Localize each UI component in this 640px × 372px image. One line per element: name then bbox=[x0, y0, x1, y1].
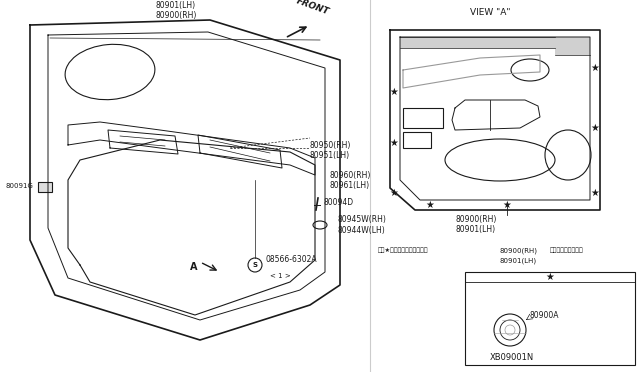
Text: ★: ★ bbox=[390, 188, 398, 198]
Text: ★: ★ bbox=[591, 123, 600, 133]
Text: FRONT: FRONT bbox=[295, 0, 330, 17]
Bar bbox=[38, 182, 52, 192]
Text: 80900(RH): 80900(RH) bbox=[500, 247, 538, 253]
Text: 08566-6302A: 08566-6302A bbox=[265, 255, 317, 264]
Text: A: A bbox=[190, 262, 198, 272]
Text: 80901(LH): 80901(LH) bbox=[455, 225, 495, 234]
Text: 80091G: 80091G bbox=[5, 183, 33, 189]
Text: ★: ★ bbox=[591, 188, 600, 198]
Text: S: S bbox=[253, 262, 257, 268]
Text: ★: ★ bbox=[390, 138, 398, 148]
Text: 80900(RH): 80900(RH) bbox=[455, 215, 497, 224]
Text: 80961(LH): 80961(LH) bbox=[330, 181, 370, 190]
Text: 80901(LH): 80901(LH) bbox=[155, 1, 195, 10]
Text: ★: ★ bbox=[546, 272, 554, 282]
Bar bbox=[403, 132, 431, 148]
Text: 80951(LH): 80951(LH) bbox=[310, 151, 350, 160]
Text: 80945W(RH): 80945W(RH) bbox=[337, 215, 386, 224]
Text: ★: ★ bbox=[390, 87, 398, 97]
Text: 注）★印の部品は部品コード: 注）★印の部品は部品コード bbox=[378, 247, 429, 253]
Text: の構成を示します。: の構成を示します。 bbox=[550, 247, 584, 253]
Bar bbox=[403, 108, 443, 128]
Text: ★: ★ bbox=[426, 200, 435, 210]
Text: 80900(RH): 80900(RH) bbox=[155, 11, 196, 20]
Text: 80901(LH): 80901(LH) bbox=[500, 257, 537, 263]
Text: 80094D: 80094D bbox=[323, 198, 353, 207]
Text: 80960(RH): 80960(RH) bbox=[330, 171, 371, 180]
Text: VIEW "A": VIEW "A" bbox=[470, 8, 510, 17]
Text: 80944W(LH): 80944W(LH) bbox=[337, 226, 385, 235]
Text: 80950(RH): 80950(RH) bbox=[310, 141, 351, 150]
Text: ★: ★ bbox=[502, 200, 511, 210]
Text: XB09001N: XB09001N bbox=[490, 353, 534, 362]
Text: < 1 >: < 1 > bbox=[270, 273, 291, 279]
Text: 80900A: 80900A bbox=[530, 311, 559, 320]
Bar bbox=[465, 272, 635, 365]
Text: ★: ★ bbox=[591, 63, 600, 73]
